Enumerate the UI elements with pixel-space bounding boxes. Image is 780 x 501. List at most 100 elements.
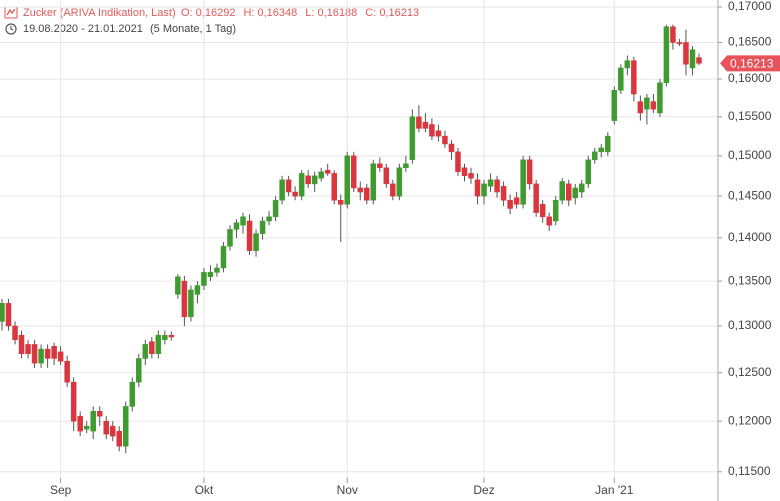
ohlc-value: H: 0,16348 bbox=[243, 7, 297, 19]
candle-body bbox=[520, 159, 526, 205]
candle-body bbox=[377, 163, 383, 169]
y-tick-label: 0,14500 bbox=[728, 188, 772, 202]
candle-body bbox=[494, 179, 500, 193]
candle-body bbox=[344, 155, 350, 205]
candle-body bbox=[559, 181, 565, 201]
x-tick-label: Okt bbox=[195, 483, 214, 497]
candle-body bbox=[578, 183, 585, 193]
candle-body bbox=[266, 216, 272, 222]
candle-body bbox=[142, 344, 149, 359]
candle-body bbox=[455, 151, 461, 173]
candle-body bbox=[324, 169, 331, 174]
candle-body bbox=[696, 57, 702, 64]
candle-body bbox=[631, 60, 637, 95]
y-tick-label: 0,16000 bbox=[728, 71, 772, 85]
candle-body bbox=[83, 425, 90, 430]
y-tick-label: 0,14000 bbox=[728, 230, 772, 244]
candle-body bbox=[77, 415, 83, 432]
y-tick-label: 0,16500 bbox=[728, 35, 772, 49]
ohlc-value: C: 0,16213 bbox=[365, 7, 419, 19]
candle-body bbox=[109, 425, 116, 437]
candle-body bbox=[422, 121, 429, 129]
candle-body bbox=[155, 334, 162, 354]
candle-body bbox=[396, 167, 403, 197]
candle-body bbox=[279, 179, 285, 201]
candle-body bbox=[116, 430, 123, 447]
candle-body bbox=[351, 155, 357, 189]
candle-body bbox=[331, 173, 337, 201]
candle-body bbox=[337, 199, 344, 205]
candle-body bbox=[461, 167, 468, 177]
candle-body bbox=[533, 183, 539, 213]
candle-body bbox=[305, 175, 311, 185]
candle-body bbox=[31, 344, 38, 364]
candle-body bbox=[194, 285, 201, 295]
candle-body bbox=[416, 116, 422, 129]
clock-icon bbox=[5, 23, 17, 35]
candle-body bbox=[318, 171, 324, 179]
candle-body bbox=[598, 147, 605, 153]
x-tick-label: Jan '21 bbox=[595, 483, 634, 497]
candle-body bbox=[246, 220, 253, 251]
y-tick-label: 0,11500 bbox=[728, 464, 771, 478]
candle-body bbox=[0, 303, 5, 322]
candle-body bbox=[513, 197, 520, 205]
grid bbox=[0, 0, 718, 478]
candle-body bbox=[474, 179, 481, 197]
candle-body bbox=[546, 216, 552, 226]
candle-body bbox=[207, 272, 214, 277]
instrument-title: Zucker (ARIVA Indikation, Last) bbox=[23, 7, 176, 19]
candle-body bbox=[18, 334, 25, 354]
y-tick-label: 0,12500 bbox=[728, 365, 772, 379]
candle-body bbox=[585, 159, 592, 185]
candle-body bbox=[220, 246, 227, 269]
candle-body bbox=[468, 173, 474, 179]
candle-body bbox=[481, 183, 487, 197]
candle-body bbox=[650, 101, 657, 110]
candle-body bbox=[12, 325, 18, 341]
candle-body bbox=[370, 163, 377, 201]
candle-body bbox=[618, 67, 624, 91]
candle-body bbox=[298, 173, 305, 197]
candle-body bbox=[311, 175, 318, 185]
candle-body bbox=[390, 183, 396, 197]
candle-body bbox=[181, 280, 188, 318]
candle-body bbox=[70, 381, 77, 422]
y-tick-label: 0,15000 bbox=[728, 148, 772, 162]
candle-body bbox=[409, 116, 416, 161]
candle-body bbox=[507, 199, 513, 209]
candle-body bbox=[637, 101, 644, 114]
candle-body bbox=[272, 199, 279, 218]
candle-body bbox=[64, 361, 70, 383]
last-price-label: 0,16213 bbox=[730, 57, 774, 71]
candle-body bbox=[442, 135, 448, 145]
candle-body bbox=[611, 90, 618, 121]
candle-body bbox=[129, 381, 136, 407]
candle-body bbox=[670, 26, 676, 43]
candle-body bbox=[90, 411, 96, 432]
candles bbox=[0, 24, 702, 454]
x-tick-label: Sep bbox=[50, 483, 72, 497]
date-range: 19.08.2020 - 21.01.2021 bbox=[23, 23, 143, 35]
candle-body bbox=[552, 199, 559, 222]
candle-body bbox=[227, 229, 233, 247]
candle-body bbox=[201, 272, 207, 286]
candle-body bbox=[357, 187, 364, 193]
last-price-marker bbox=[720, 55, 780, 72]
candle-body bbox=[435, 130, 442, 137]
candle-body bbox=[149, 341, 155, 354]
candle-body bbox=[240, 216, 246, 226]
y-tick-label: 0,17000 bbox=[728, 0, 772, 13]
candle-body bbox=[285, 179, 292, 193]
candle-body bbox=[253, 233, 259, 251]
candle-body bbox=[429, 124, 435, 137]
y-tick-label: 0,13500 bbox=[728, 273, 772, 287]
candle-body bbox=[96, 411, 103, 417]
candle-body bbox=[657, 82, 663, 114]
candle-body bbox=[214, 267, 220, 273]
x-tick-label: Dez bbox=[473, 483, 494, 497]
candle-body bbox=[292, 191, 298, 197]
candle-body bbox=[676, 42, 683, 45]
candle-body bbox=[526, 159, 533, 185]
y-tick-label: 0,12000 bbox=[728, 413, 772, 427]
